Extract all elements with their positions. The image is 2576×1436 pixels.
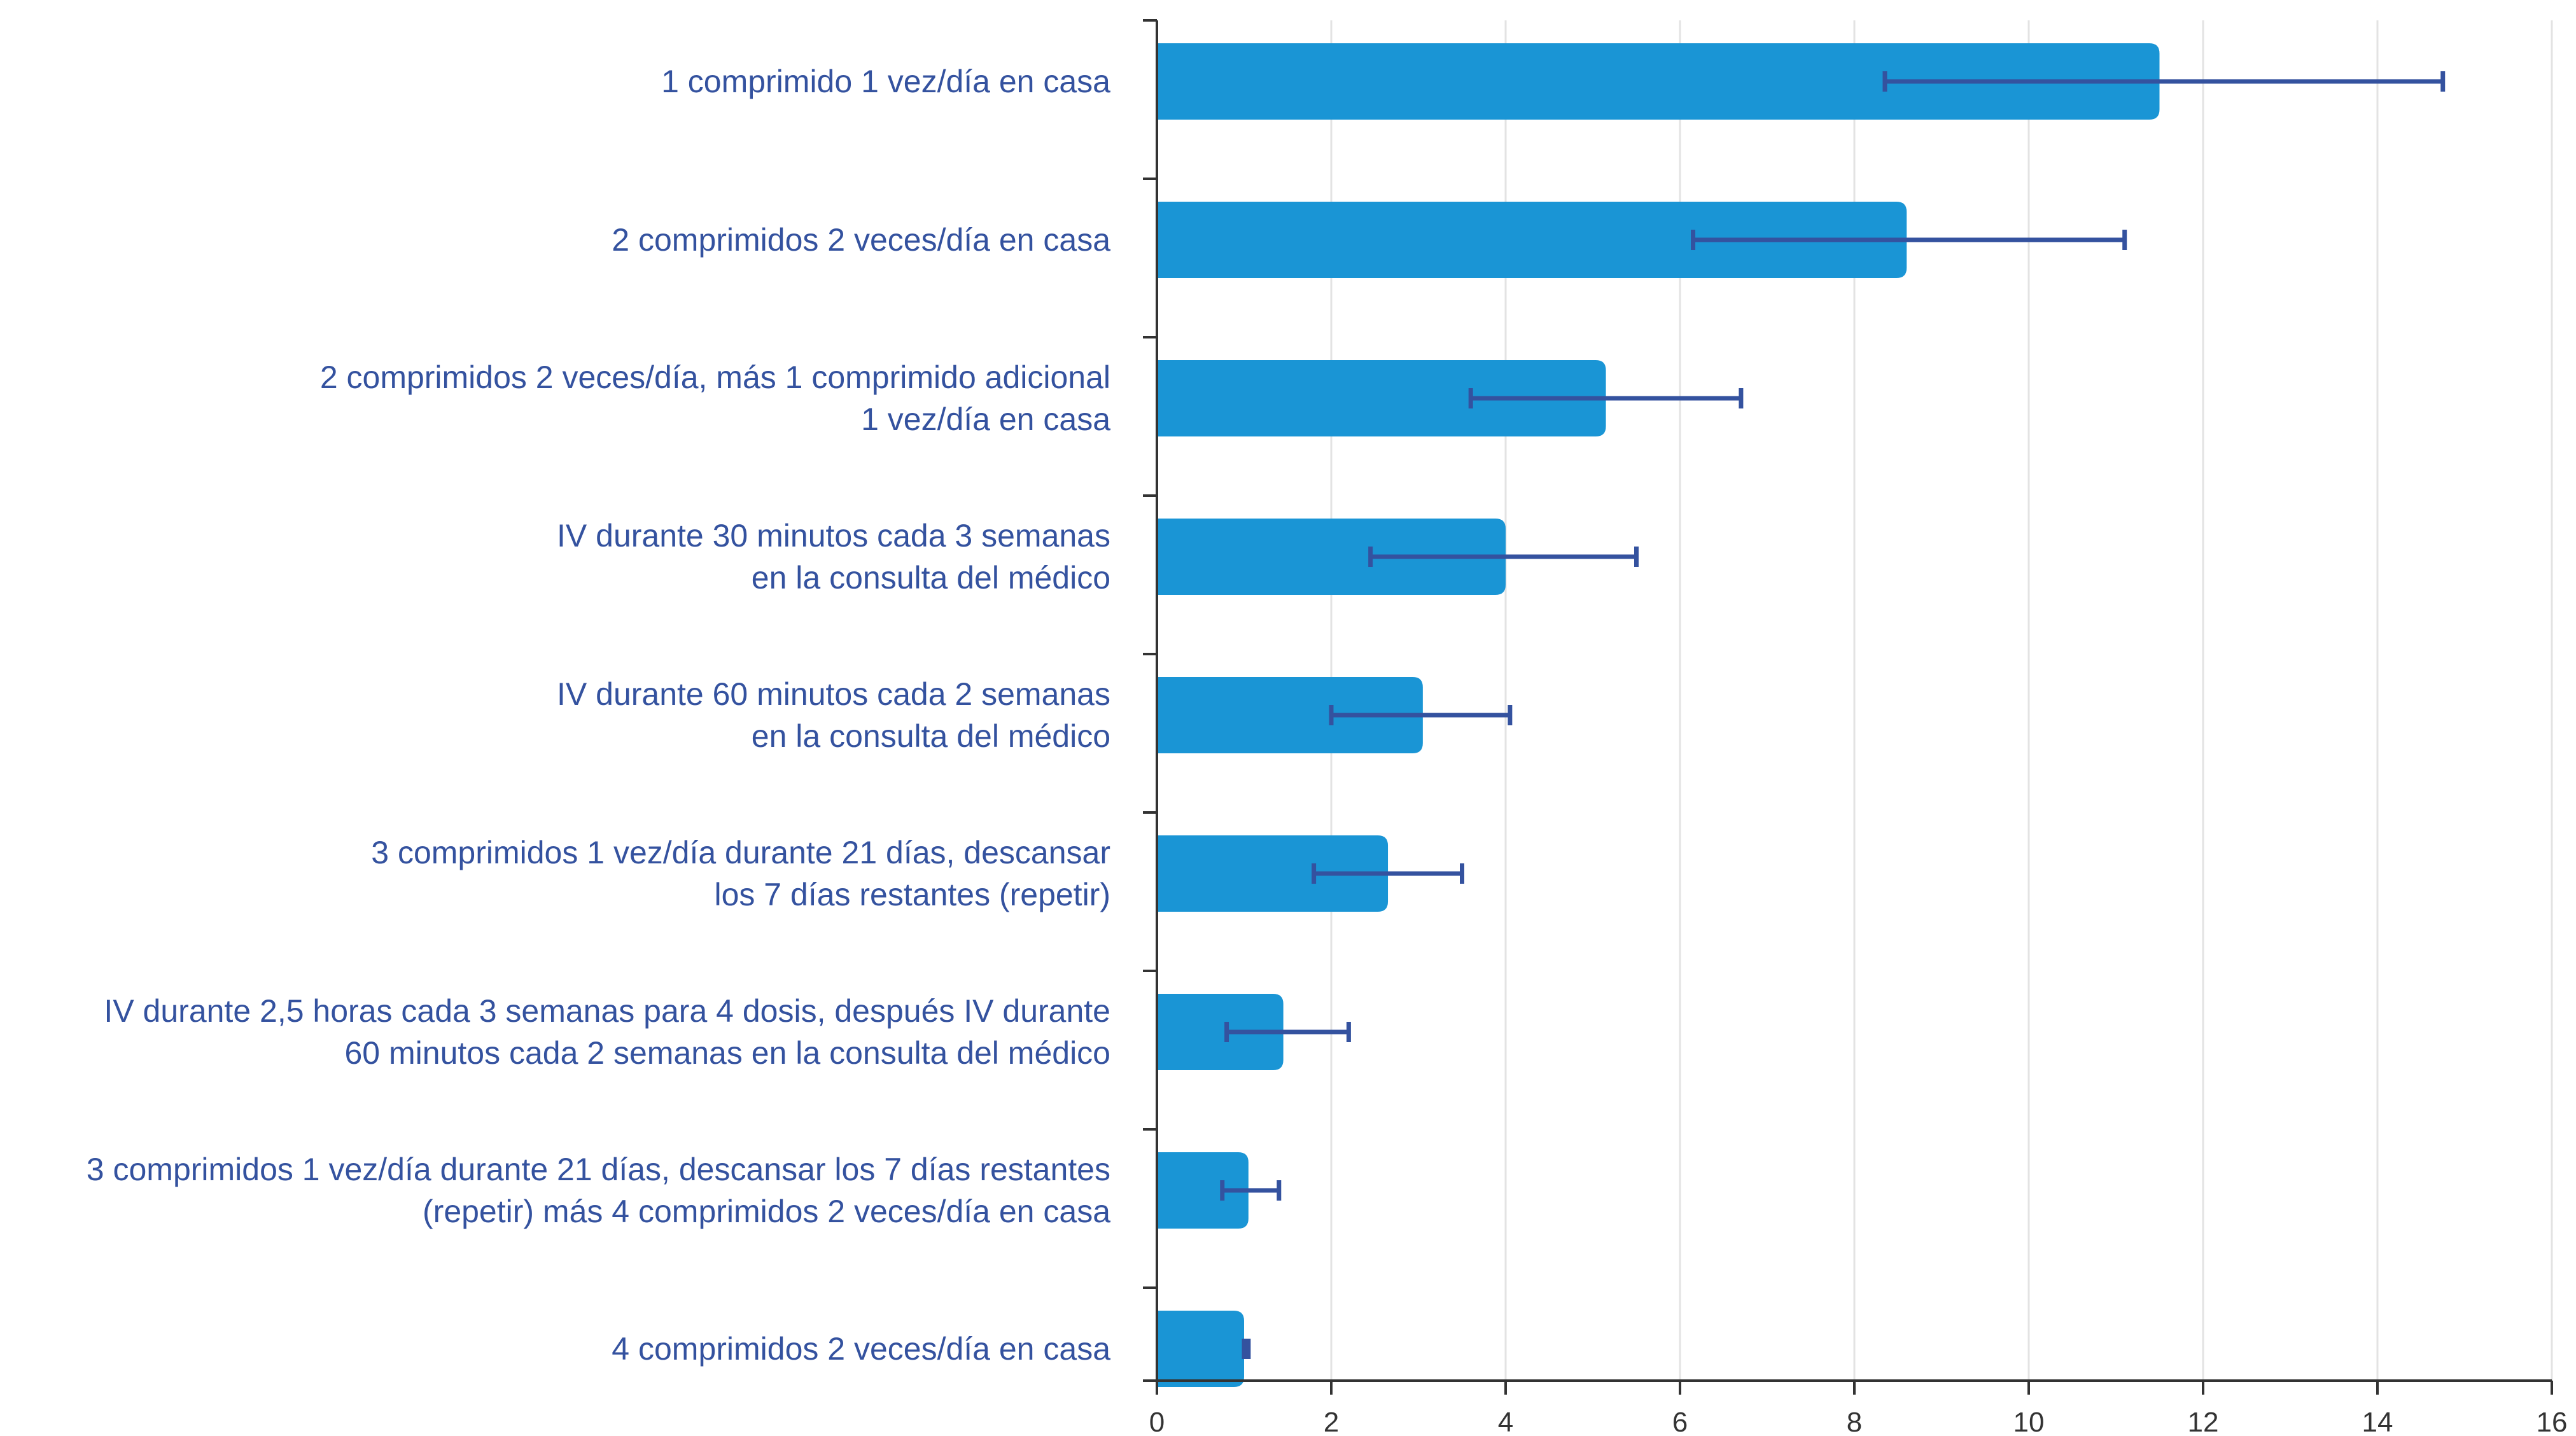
category-label: los 7 días restantes (repetir) bbox=[715, 877, 1111, 912]
x-tick-label: 10 bbox=[2013, 1407, 2045, 1433]
bars bbox=[1157, 43, 2160, 1387]
x-tick-label: 8 bbox=[1847, 1407, 1862, 1433]
x-tick-label: 0 bbox=[1149, 1407, 1165, 1433]
category-label: 3 comprimidos 1 vez/día durante 21 días,… bbox=[371, 835, 1110, 870]
category-label: 1 vez/día en casa bbox=[861, 401, 1110, 437]
axes: 0 2 4 6 8 10 12 14 16 bbox=[1143, 19, 2568, 1436]
bar bbox=[1157, 994, 1284, 1070]
x-tick-label: 4 bbox=[1498, 1407, 1513, 1433]
category-label: IV durante 2,5 horas cada 3 semanas para… bbox=[104, 993, 1110, 1029]
category-label: 60 minutos cada 2 semanas en la consulta… bbox=[345, 1035, 1111, 1071]
category-label: en la consulta del médico bbox=[752, 560, 1110, 596]
x-tick-label: 2 bbox=[1324, 1407, 1339, 1433]
category-label: (repetir) más 4 comprimidos 2 veces/día … bbox=[423, 1194, 1110, 1229]
category-label: 2 comprimidos 2 veces/día en casa bbox=[612, 222, 1110, 258]
bar bbox=[1157, 202, 1907, 278]
category-label: 2 comprimidos 2 veces/día, más 1 comprim… bbox=[320, 359, 1110, 395]
bar bbox=[1157, 43, 2160, 120]
category-label: 4 comprimidos 2 veces/día en casa bbox=[612, 1331, 1110, 1367]
category-label: 1 comprimido 1 vez/día en casa bbox=[661, 64, 1110, 99]
x-tick-label: 12 bbox=[2188, 1407, 2219, 1433]
x-tick-label: 6 bbox=[1672, 1407, 1688, 1433]
category-label: IV durante 60 minutos cada 2 semanas bbox=[557, 676, 1110, 712]
category-label: IV durante 30 minutos cada 3 semanas bbox=[557, 518, 1110, 554]
bar bbox=[1157, 360, 1606, 436]
category-labels: 1 comprimido 1 vez/día en casa 2 comprimi… bbox=[87, 64, 1110, 1367]
error-bars bbox=[1220, 71, 2446, 1359]
bar bbox=[1157, 519, 1506, 595]
category-label: en la consulta del médico bbox=[752, 718, 1110, 754]
bar bbox=[1157, 835, 1389, 912]
x-tick-label: 16 bbox=[2537, 1407, 2568, 1433]
bar bbox=[1157, 1152, 1249, 1229]
x-tick-label: 14 bbox=[2362, 1407, 2393, 1433]
bar bbox=[1157, 1311, 1244, 1387]
category-label: 3 comprimidos 1 vez/día durante 21 días,… bbox=[87, 1152, 1110, 1187]
bar bbox=[1157, 677, 1423, 753]
